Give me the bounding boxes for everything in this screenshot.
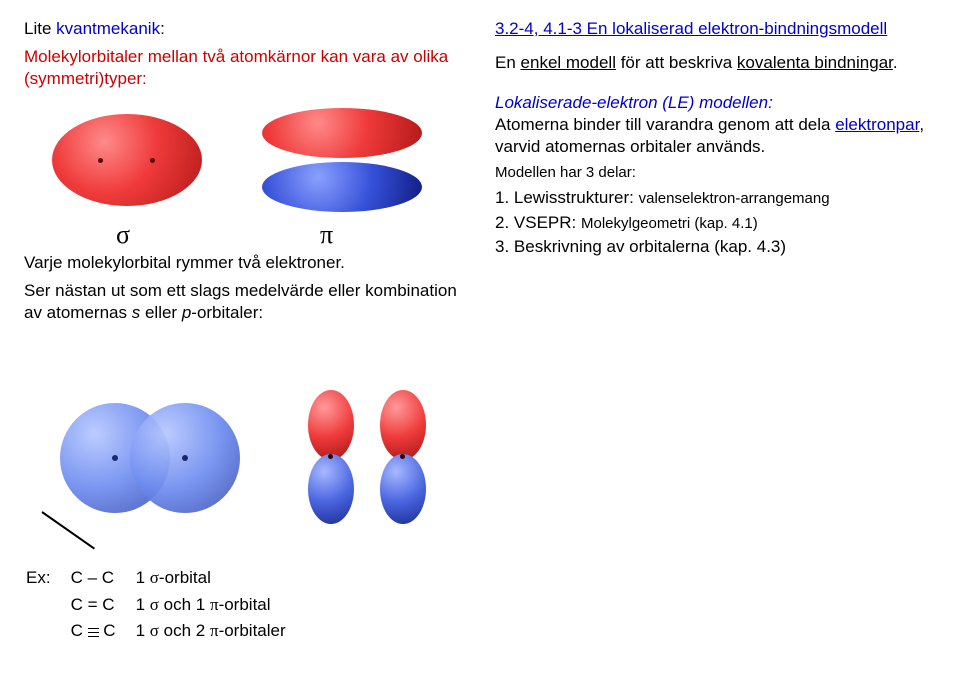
l2a: 2. VSEPR: — [495, 213, 581, 232]
p1d: kovalenta bindningar — [737, 53, 893, 72]
t1a: Lite — [24, 19, 56, 38]
orbital-capacity-text: Varje molekylorbital rymmer två elektron… — [24, 252, 464, 274]
r1a: C – C — [71, 566, 134, 591]
p-lobe-2 — [308, 454, 354, 524]
t4c: eller — [140, 303, 182, 322]
table-row: C = C 1 σ och 1 π-orbital — [26, 593, 304, 618]
list-item-3: 3. Beskrivning av orbitalerna (kap. 4.3) — [495, 236, 935, 258]
r1b-a: 1 — [136, 568, 150, 587]
r2b-a: 1 — [136, 595, 150, 614]
p1e: . — [893, 53, 898, 72]
triple-bond-icon — [88, 627, 99, 637]
pi-lobe-top — [262, 108, 422, 158]
p1b: enkel modell — [521, 53, 616, 72]
r3b: 1 σ och 2 π-orbitaler — [136, 619, 304, 644]
r3a: C C — [71, 619, 134, 644]
p-orbital-overlap — [284, 398, 454, 518]
greek-labels: σ π — [24, 220, 464, 250]
r2b-b: σ — [150, 595, 159, 614]
example-table: Ex: C – C 1 σ-orbital C = C 1 σ och 1 π-… — [24, 564, 306, 646]
pi-label: π — [320, 220, 333, 250]
l2b: Molekylgeometri (kap. 4.1) — [581, 215, 758, 232]
t4b: s — [132, 303, 141, 322]
right-column: 3.2-4, 4.1-3 En lokaliserad elektron-bin… — [495, 18, 935, 260]
r2b: 1 σ och 1 π-orbital — [136, 593, 304, 618]
t1b: kvantmekanik — [56, 19, 160, 38]
r1b-b: σ — [150, 568, 159, 587]
atomic-orbitals-row — [60, 398, 454, 518]
r3b-a: 1 — [136, 621, 150, 640]
r3a-b: C — [99, 621, 116, 640]
r3a-a: C — [71, 621, 88, 640]
sigma-label: σ — [116, 220, 130, 250]
r1b-c: -orbital — [159, 568, 211, 587]
nucleus-dot-left — [328, 454, 333, 459]
r3b-c: och 2 — [159, 621, 210, 640]
nucleus-dot-right — [400, 454, 405, 459]
l1b: valenselektron-arrangemang — [639, 190, 830, 207]
r3b-b: σ — [150, 621, 159, 640]
s-sphere-right — [130, 403, 240, 513]
t4e: -orbitaler: — [191, 303, 263, 322]
r3b-e: -orbitaler — [219, 621, 286, 640]
r2a: C = C — [71, 593, 134, 618]
r2b-d: π — [210, 595, 219, 614]
pi-orbital-image — [262, 108, 422, 212]
intro-text: Molekylorbitaler mellan två atomkärnor k… — [24, 46, 464, 90]
p1a: En — [495, 53, 521, 72]
pi-lobe-bottom — [262, 162, 422, 212]
s-orbital-overlap — [60, 403, 240, 513]
r2b-e: -orbital — [219, 595, 271, 614]
left-column: Lite kvantmekanik: Molekylorbitaler mell… — [24, 18, 464, 331]
sigma-orbital-image — [52, 114, 202, 206]
t4d: p — [182, 303, 191, 322]
p2c: elektronpar — [835, 115, 919, 134]
t1c: : — [160, 19, 165, 38]
l1a: 1. Lewisstrukturer: — [495, 188, 639, 207]
combination-text: Ser nästan ut som ett slags medelvärde e… — [24, 280, 464, 324]
p-lobe-3 — [380, 390, 426, 460]
model-parts-intro: Modellen har 3 delar: — [495, 164, 935, 181]
model-parts-list: 1. Lewisstrukturer: valenselektron-arran… — [495, 187, 935, 257]
p-lobe-1 — [308, 390, 354, 460]
table-row: Ex: C – C 1 σ-orbital — [26, 566, 304, 591]
orbital-diagrams — [52, 108, 464, 212]
section-heading: 3.2-4, 4.1-3 En lokaliserad elektron-bin… — [495, 18, 935, 40]
table-row: C C 1 σ och 2 π-orbitaler — [26, 619, 304, 644]
p-lobe-4 — [380, 454, 426, 524]
le-title: Lokaliserade-elektron (LE) modellen: — [495, 93, 773, 112]
r1b: 1 σ-orbital — [136, 566, 304, 591]
r3b-d: π — [210, 621, 219, 640]
p2b: Atomerna binder till varandra genom att … — [495, 115, 835, 134]
pointer-line — [41, 511, 95, 549]
p1c: för att beskriva — [616, 53, 737, 72]
example-block: Ex: C – C 1 σ-orbital C = C 1 σ och 1 π-… — [24, 564, 306, 646]
title-line: Lite kvantmekanik: — [24, 18, 464, 40]
ex-head: Ex: — [26, 566, 69, 591]
list-item-2: 2. VSEPR: Molekylgeometri (kap. 4.1) — [495, 212, 935, 234]
model-intro: En enkel modell för att beskriva kovalen… — [495, 52, 935, 74]
r2b-c: och 1 — [159, 595, 210, 614]
list-item-1: 1. Lewisstrukturer: valenselektron-arran… — [495, 187, 935, 209]
le-model-block: Lokaliserade-elektron (LE) modellen: Ato… — [495, 92, 935, 158]
